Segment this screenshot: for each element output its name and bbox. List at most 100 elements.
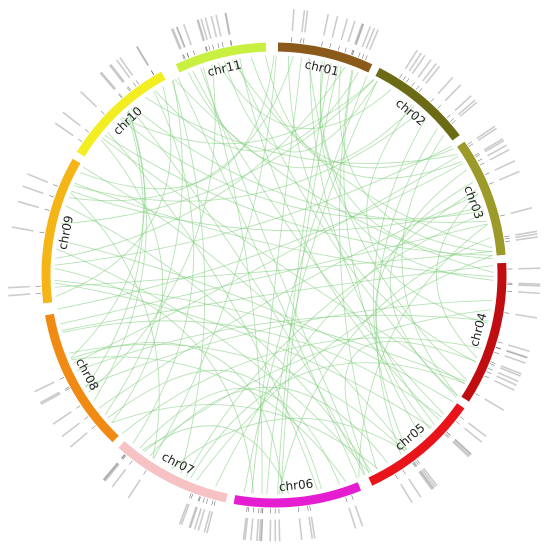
link xyxy=(72,155,459,364)
link xyxy=(132,91,195,444)
gene-tick xyxy=(495,347,501,350)
gene-tick xyxy=(150,70,154,76)
gene-tick xyxy=(321,41,323,47)
gene-label-stub xyxy=(61,422,80,438)
gene-label-stub xyxy=(108,64,124,84)
link xyxy=(54,279,467,382)
gene-tick xyxy=(183,54,186,60)
link xyxy=(224,61,378,153)
chromosome-arc xyxy=(41,158,81,304)
gene-label-stub xyxy=(355,23,365,45)
link xyxy=(55,67,346,260)
gene-label-stub xyxy=(7,285,30,289)
gene-label-stub xyxy=(347,20,356,43)
link xyxy=(130,108,365,476)
gene-label-stub xyxy=(54,122,74,137)
gene-tick xyxy=(221,42,224,48)
gene-tick xyxy=(504,312,510,314)
gene-label-stub xyxy=(206,511,214,534)
link xyxy=(61,265,494,331)
gene-tick xyxy=(186,52,189,58)
gene-label-stub xyxy=(110,63,125,83)
link xyxy=(202,67,263,495)
chromosome-arc xyxy=(175,42,267,73)
gene-tick xyxy=(411,82,415,87)
link xyxy=(196,254,493,481)
gene-label-stub xyxy=(34,381,55,393)
gene-label-stub xyxy=(419,470,434,490)
gene-label-stub xyxy=(518,282,541,285)
chromosome-arc xyxy=(118,441,228,503)
gene-label-stub xyxy=(197,509,206,531)
gene-label-stub xyxy=(444,84,462,102)
gene-label-stub xyxy=(496,375,517,386)
chromosome-arc xyxy=(76,71,166,157)
gene-tick xyxy=(230,40,232,46)
gene-tick xyxy=(399,73,403,79)
gene-tick xyxy=(230,40,233,46)
gene-label-stub xyxy=(176,26,186,48)
gene-tick xyxy=(402,469,406,475)
gene-label-stub xyxy=(515,313,538,319)
gene-tick xyxy=(415,460,419,465)
link xyxy=(250,56,454,169)
gene-label-stub xyxy=(468,422,487,438)
gene-label-stub xyxy=(483,138,504,151)
gene-label-stub xyxy=(518,284,541,287)
gene-label-stub xyxy=(197,19,206,41)
gene-tick xyxy=(53,184,59,187)
gene-tick xyxy=(204,46,207,52)
gene-tick xyxy=(126,87,131,92)
gene-label-stub xyxy=(454,95,472,112)
gene-label-stub xyxy=(17,200,40,209)
link xyxy=(54,250,493,288)
gene-label-stub xyxy=(494,379,515,391)
gene-tick xyxy=(413,462,417,467)
link xyxy=(57,239,454,403)
link xyxy=(288,55,476,363)
gene-tick xyxy=(197,496,200,502)
chromosome-arc xyxy=(45,313,119,443)
gene-label-stub xyxy=(180,503,190,526)
link xyxy=(74,182,494,277)
gene-tick xyxy=(151,70,155,75)
link xyxy=(93,110,147,401)
gene-tick xyxy=(467,141,472,145)
gene-label-stub xyxy=(215,14,222,37)
gene-label-stub xyxy=(8,293,31,297)
gene-label-stub xyxy=(188,506,197,528)
gene-tick xyxy=(475,154,481,158)
gene-label-stub xyxy=(504,355,526,364)
gene-label-stub xyxy=(203,510,211,533)
chromosome-label: chr06 xyxy=(278,477,314,495)
gene-label-stub xyxy=(210,15,218,38)
gene-label-stub xyxy=(354,505,364,527)
gene-label-stub xyxy=(256,518,260,541)
link xyxy=(60,79,375,225)
gene-label-stub xyxy=(454,438,472,455)
gene-tick xyxy=(445,433,450,437)
gene-tick xyxy=(205,46,208,52)
gene-label-stub xyxy=(291,9,295,32)
gene-label-stub xyxy=(484,398,505,411)
gene-label-stub xyxy=(457,99,476,116)
gene-label-stub xyxy=(193,508,202,530)
gene-tick xyxy=(198,496,201,502)
gene-tick xyxy=(49,195,54,198)
link xyxy=(174,78,494,273)
link xyxy=(62,320,442,418)
link xyxy=(190,362,465,479)
gene-label-stub xyxy=(99,72,116,91)
gene-label-stub xyxy=(102,462,119,481)
link xyxy=(139,387,340,485)
chromosome-label: chr09 xyxy=(55,214,76,251)
link xyxy=(239,58,440,420)
link xyxy=(55,85,172,297)
gene-label-stub xyxy=(515,236,538,241)
gene-tick xyxy=(451,120,456,124)
link xyxy=(99,194,479,409)
link xyxy=(251,57,303,494)
gene-label-stub xyxy=(40,392,61,406)
gene-tick xyxy=(59,377,65,380)
gene-label-stub xyxy=(171,28,182,50)
